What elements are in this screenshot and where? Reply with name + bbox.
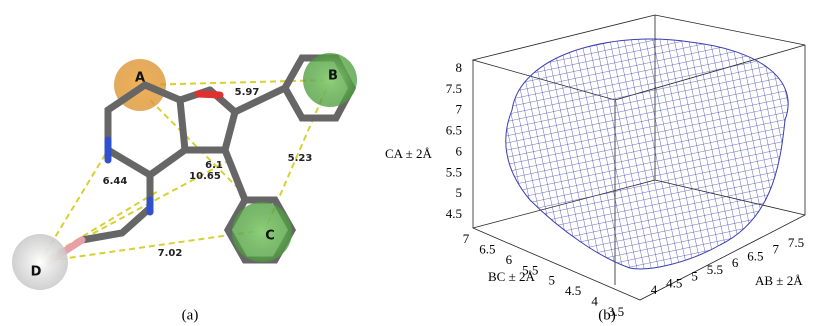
tick-label: 6.5 <box>446 123 462 138</box>
figure: (a) CA ± 2Å BC ± 2Å AB ± 2Å (b) ABCD5.97… <box>0 0 832 326</box>
distance-label: 7.02 <box>158 248 183 259</box>
tick-label: 8 <box>456 60 463 75</box>
site-sphere <box>232 202 292 262</box>
axis-label: AB ± 2Å <box>755 273 803 288</box>
distance-label: 10.65 <box>189 171 221 182</box>
distance-label: 5.23 <box>288 153 313 164</box>
tick-label: 5 <box>548 273 555 288</box>
tick-label: 5.5 <box>446 164 462 179</box>
tick-label: 4 <box>651 282 658 297</box>
tick-label: 5.5 <box>522 262 538 277</box>
tick-label: 7.5 <box>788 235 804 250</box>
site-label: C <box>265 229 275 244</box>
tick-label: 7 <box>463 231 470 246</box>
tick-label: 6 <box>732 255 739 270</box>
mesh-surface <box>506 39 788 269</box>
tick-label: 4 <box>591 294 598 309</box>
tick-label: 7 <box>456 102 463 117</box>
distance-label: 5.97 <box>235 87 260 98</box>
tick-label: 4.5 <box>446 206 462 221</box>
tick-label: 5 <box>691 269 698 284</box>
tick-label: 4.5 <box>565 283 581 298</box>
tick-label: 6 <box>456 143 463 158</box>
site-label: D <box>31 265 42 280</box>
axis-label: CA ± 2Å <box>385 146 432 161</box>
tick-label: 6.5 <box>747 248 763 263</box>
tick-label: 3.5 <box>608 304 624 319</box>
tick-label: 6 <box>506 252 513 267</box>
tick-label: 5 <box>456 185 463 200</box>
tick-label: 5.5 <box>707 262 723 277</box>
tick-label: 4.5 <box>666 275 682 290</box>
molecule <box>12 53 357 290</box>
tick-label: 7.5 <box>446 81 462 96</box>
site-sphere <box>12 234 68 290</box>
site-label: B <box>328 69 338 84</box>
caption: (a) <box>182 307 199 323</box>
distance-label: 6.1 <box>205 160 223 171</box>
tick-label: 6.5 <box>479 241 495 256</box>
site-label: A <box>135 71 145 86</box>
distance-label: 6.44 <box>103 176 128 187</box>
tick-label: 7 <box>772 242 779 257</box>
